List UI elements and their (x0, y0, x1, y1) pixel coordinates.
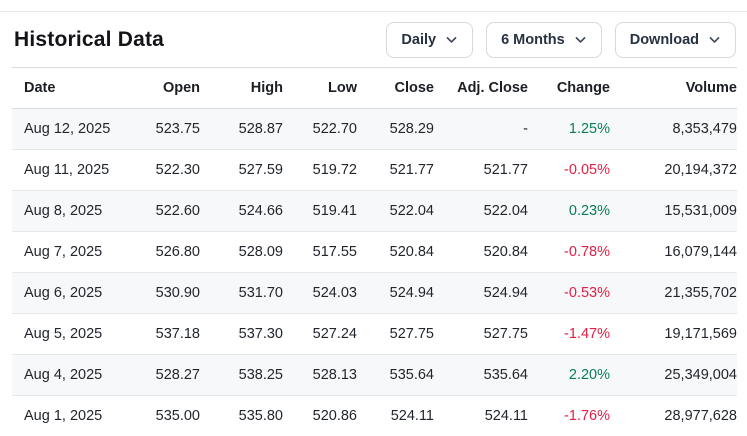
cell-open: 537.18 (130, 313, 200, 355)
column-header-high[interactable]: High (200, 67, 283, 109)
table-row: Aug 1, 2025 535.00 535.80 520.86 524.11 … (12, 395, 737, 436)
top-divider (0, 11, 747, 12)
cell-adj-close: 522.04 (434, 190, 528, 232)
table-row: Aug 11, 2025 522.30 527.59 519.72 521.77… (12, 149, 737, 191)
cell-low: 522.70 (283, 108, 357, 150)
cell-low: 524.03 (283, 272, 357, 314)
cell-close: 524.11 (357, 395, 434, 436)
historical-data-page: Historical Data Daily 6 Months Download (0, 11, 747, 436)
cell-date: Aug 5, 2025 (12, 313, 130, 355)
cell-volume: 19,171,569 (610, 313, 737, 355)
cell-high: 535.80 (200, 395, 283, 436)
cell-change: 0.23% (528, 190, 610, 232)
cell-close: 522.04 (357, 190, 434, 232)
cell-open: 530.90 (130, 272, 200, 314)
cell-close: 527.75 (357, 313, 434, 355)
cell-adj-close: 524.94 (434, 272, 528, 314)
cell-volume: 20,194,372 (610, 149, 737, 191)
frequency-dropdown-button[interactable]: Daily (386, 21, 474, 58)
cell-open: 526.80 (130, 231, 200, 273)
cell-low: 520.86 (283, 395, 357, 436)
cell-open: 523.75 (130, 108, 200, 150)
cell-change: -1.47% (528, 313, 610, 355)
cell-adj-close: 521.77 (434, 149, 528, 191)
cell-volume: 15,531,009 (610, 190, 737, 232)
cell-low: 527.24 (283, 313, 357, 355)
cell-volume: 16,079,144 (610, 231, 737, 273)
cell-volume: 28,977,628 (610, 395, 737, 436)
cell-high: 528.09 (200, 231, 283, 273)
cell-change: -1.76% (528, 395, 610, 436)
download-dropdown-label: Download (629, 31, 699, 48)
cell-close: 521.77 (357, 149, 434, 191)
column-header-open[interactable]: Open (130, 67, 200, 109)
frequency-dropdown-label: Daily (401, 31, 437, 48)
cell-close: 524.94 (357, 272, 434, 314)
cell-adj-close: 527.75 (434, 313, 528, 355)
historical-data-table: Date Open High Low Close Adj. Close Chan… (12, 67, 737, 436)
table-row: Aug 12, 2025 523.75 528.87 522.70 528.29… (12, 108, 737, 150)
cell-change: -0.05% (528, 149, 610, 191)
chevron-down-icon (445, 33, 458, 46)
range-dropdown-button[interactable]: 6 Months (486, 21, 602, 58)
table-header: Date Open High Low Close Adj. Close Chan… (12, 67, 737, 109)
cell-date: Aug 1, 2025 (12, 395, 130, 436)
cell-adj-close: 535.64 (434, 354, 528, 396)
column-header-date[interactable]: Date (12, 67, 130, 109)
toolbar: Daily 6 Months Download (386, 21, 736, 58)
cell-high: 537.30 (200, 313, 283, 355)
cell-low: 517.55 (283, 231, 357, 273)
cell-low: 519.41 (283, 190, 357, 232)
cell-date: Aug 8, 2025 (12, 190, 130, 232)
cell-high: 538.25 (200, 354, 283, 396)
range-dropdown-label: 6 Months (501, 31, 565, 48)
download-dropdown-button[interactable]: Download (614, 21, 736, 58)
cell-change: 1.25% (528, 108, 610, 150)
table-row: Aug 8, 2025 522.60 524.66 519.41 522.04 … (12, 190, 737, 232)
chevron-down-icon (574, 33, 587, 46)
table-row: Aug 4, 2025 528.27 538.25 528.13 535.64 … (12, 354, 737, 396)
cell-date: Aug 12, 2025 (12, 108, 130, 150)
cell-date: Aug 7, 2025 (12, 231, 130, 273)
cell-open: 522.60 (130, 190, 200, 232)
cell-open: 528.27 (130, 354, 200, 396)
cell-change: 2.20% (528, 354, 610, 396)
column-header-close[interactable]: Close (357, 67, 434, 109)
table-row: Aug 5, 2025 537.18 537.30 527.24 527.75 … (12, 313, 737, 355)
table-row: Aug 7, 2025 526.80 528.09 517.55 520.84 … (12, 231, 737, 273)
cell-adj-close: 524.11 (434, 395, 528, 436)
cell-volume: 21,355,702 (610, 272, 737, 314)
cell-date: Aug 11, 2025 (12, 149, 130, 191)
column-header-low[interactable]: Low (283, 67, 357, 109)
column-header-change[interactable]: Change (528, 67, 610, 109)
cell-date: Aug 6, 2025 (12, 272, 130, 314)
cell-high: 524.66 (200, 190, 283, 232)
cell-adj-close: 520.84 (434, 231, 528, 273)
column-header-volume[interactable]: Volume (610, 67, 737, 109)
cell-adj-close: - (434, 108, 528, 150)
cell-low: 528.13 (283, 354, 357, 396)
cell-volume: 25,349,004 (610, 354, 737, 396)
table-row: Aug 6, 2025 530.90 531.70 524.03 524.94 … (12, 272, 737, 314)
cell-volume: 8,353,479 (610, 108, 737, 150)
cell-high: 527.59 (200, 149, 283, 191)
cell-low: 519.72 (283, 149, 357, 191)
cell-change: -0.78% (528, 231, 610, 273)
cell-high: 528.87 (200, 108, 283, 150)
table-header-row: Date Open High Low Close Adj. Close Chan… (12, 67, 737, 109)
table-body: Aug 12, 2025 523.75 528.87 522.70 528.29… (12, 108, 737, 436)
page-title: Historical Data (14, 27, 165, 51)
cell-high: 531.70 (200, 272, 283, 314)
cell-open: 535.00 (130, 395, 200, 436)
cell-close: 535.64 (357, 354, 434, 396)
column-header-adj-close[interactable]: Adj. Close (434, 67, 528, 109)
cell-date: Aug 4, 2025 (12, 354, 130, 396)
cell-close: 520.84 (357, 231, 434, 273)
cell-close: 528.29 (357, 108, 434, 150)
chevron-down-icon (708, 33, 721, 46)
header-bar: Historical Data Daily 6 Months Download (0, 12, 747, 67)
cell-change: -0.53% (528, 272, 610, 314)
cell-open: 522.30 (130, 149, 200, 191)
